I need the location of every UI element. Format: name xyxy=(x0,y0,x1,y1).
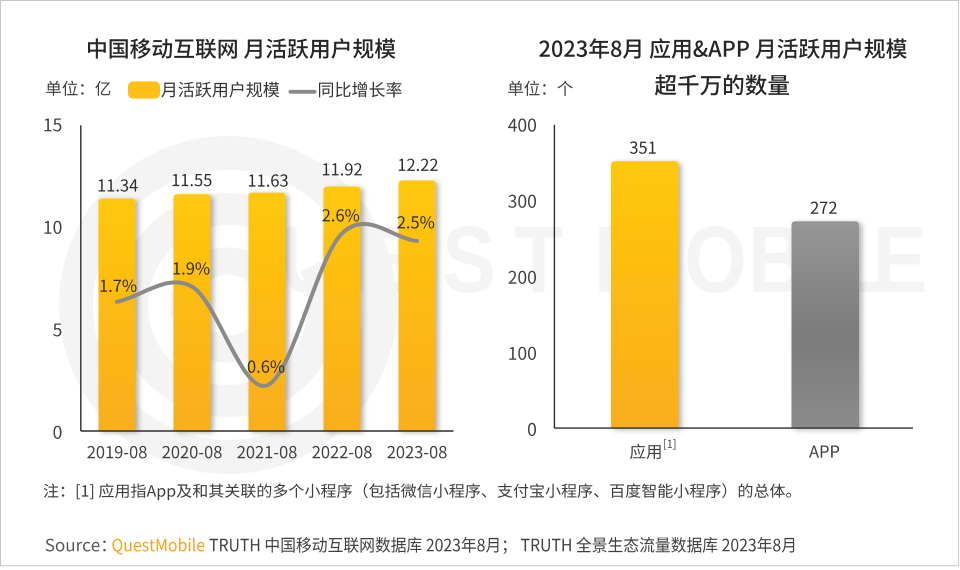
svg-text:E: E xyxy=(873,206,927,313)
svg-text:O: O xyxy=(684,206,747,313)
svg-text:T: T xyxy=(514,206,563,313)
svg-text:S: S xyxy=(442,206,496,313)
